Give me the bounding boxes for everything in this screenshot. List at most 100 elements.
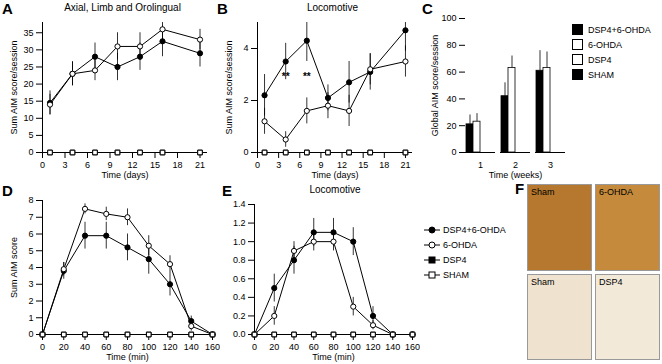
svg-text:5: 5	[28, 130, 33, 140]
html-text:Sham: Sham	[531, 276, 555, 287]
svg-text:6: 6	[28, 229, 33, 239]
html-text:DSP4: DSP4	[443, 254, 467, 265]
html-text:6-OHDA: 6-OHDA	[588, 39, 622, 50]
svg-text:15: 15	[358, 160, 368, 170]
svg-text:12: 12	[337, 160, 347, 170]
html-text:Axial, Limb and Orolingual: Axial, Limb and Orolingual	[64, 2, 181, 13]
svg-text:0.6: 0.6	[233, 274, 246, 284]
svg-text:1.4: 1.4	[233, 199, 246, 209]
svg-text:40: 40	[289, 342, 299, 352]
html-text:DSP4: DSP4	[599, 276, 623, 287]
svg-text:5: 5	[28, 246, 33, 256]
svg-text:8: 8	[28, 195, 33, 205]
svg-text:160: 160	[405, 342, 420, 352]
svg-text:80: 80	[446, 40, 456, 50]
svg-text:100: 100	[141, 342, 156, 352]
svg-text:120: 120	[365, 342, 380, 352]
html-text:DSP4+6-OHDA: DSP4+6-OHDA	[588, 24, 651, 35]
svg-text:0.2: 0.2	[233, 311, 246, 321]
svg-text:Time (min): Time (min)	[106, 352, 149, 362]
svg-text:120: 120	[162, 342, 177, 352]
svg-text:2: 2	[243, 95, 248, 105]
svg-text:0: 0	[255, 160, 260, 170]
svg-text:1.2: 1.2	[233, 218, 246, 228]
svg-text:Time (days): Time (days)	[101, 170, 148, 180]
svg-text:**: **	[282, 71, 290, 82]
svg-text:35: 35	[23, 28, 33, 38]
svg-text:1.0: 1.0	[233, 237, 246, 247]
svg-text:20: 20	[23, 79, 33, 89]
svg-text:40: 40	[80, 342, 90, 352]
svg-text:**: **	[303, 71, 311, 82]
svg-text:0: 0	[40, 160, 45, 170]
svg-text:20: 20	[446, 121, 456, 131]
svg-text:3: 3	[28, 279, 33, 289]
svg-text:Sum AIM score/session: Sum AIM score/session	[9, 40, 19, 134]
svg-text:60: 60	[101, 342, 111, 352]
svg-text:100: 100	[346, 342, 361, 352]
svg-text:Global AIM score/session: Global AIM score/session	[430, 35, 440, 137]
svg-text:60: 60	[309, 342, 319, 352]
svg-text:20: 20	[59, 342, 69, 352]
html-text:E: E	[222, 182, 232, 199]
svg-text:80: 80	[328, 342, 338, 352]
svg-text:Sum AIM score/session: Sum AIM score/session	[224, 40, 234, 134]
svg-text:160: 160	[205, 342, 220, 352]
svg-text:4: 4	[243, 43, 248, 53]
html-text:Locomotive: Locomotive	[306, 2, 359, 13]
svg-text:3: 3	[62, 160, 67, 170]
svg-text:3: 3	[276, 160, 281, 170]
svg-text:Time (min): Time (min)	[312, 352, 355, 362]
svg-text:2: 2	[513, 160, 518, 170]
svg-text:6: 6	[85, 160, 90, 170]
svg-text:4: 4	[28, 262, 33, 272]
html-text:DSP4: DSP4	[588, 54, 612, 65]
svg-text:10: 10	[23, 113, 33, 123]
svg-text:40: 40	[446, 94, 456, 104]
svg-text:60: 60	[446, 67, 456, 77]
svg-text:18: 18	[172, 160, 182, 170]
svg-text:0: 0	[252, 342, 257, 352]
svg-text:140: 140	[184, 342, 199, 352]
svg-text:2: 2	[28, 296, 33, 306]
svg-text:80: 80	[122, 342, 132, 352]
html-text:D: D	[2, 182, 13, 199]
svg-text:3: 3	[548, 160, 553, 170]
svg-text:20: 20	[269, 342, 279, 352]
svg-text:0.0: 0.0	[233, 329, 246, 339]
html-text:SHAM: SHAM	[443, 269, 469, 280]
svg-text:18: 18	[379, 160, 389, 170]
svg-text:30: 30	[23, 45, 33, 55]
svg-text:15: 15	[23, 96, 33, 106]
html-text:SHAM: SHAM	[588, 69, 614, 80]
svg-text:6: 6	[297, 160, 302, 170]
html-text:C: C	[422, 0, 433, 17]
svg-text:140: 140	[385, 342, 400, 352]
svg-text:Sum AIM score: Sum AIM score	[9, 237, 19, 298]
html-text:6-OHDA: 6-OHDA	[443, 239, 477, 250]
svg-text:25: 25	[23, 62, 33, 72]
svg-text:1: 1	[478, 160, 483, 170]
svg-text:100: 100	[441, 13, 456, 23]
svg-text:0: 0	[451, 147, 456, 157]
svg-text:0.4: 0.4	[233, 292, 246, 302]
svg-text:7: 7	[28, 212, 33, 222]
svg-text:Time (weeks): Time (weeks)	[489, 170, 543, 180]
svg-text:0.8: 0.8	[233, 255, 246, 265]
svg-text:0: 0	[40, 342, 45, 352]
html-text:Locomotive: Locomotive	[309, 184, 361, 195]
html-text:A: A	[2, 0, 13, 17]
svg-text:15: 15	[150, 160, 160, 170]
html-text:B: B	[217, 0, 228, 17]
svg-text:Time (days): Time (days)	[311, 170, 358, 180]
svg-text:21: 21	[195, 160, 205, 170]
svg-text:9: 9	[318, 160, 323, 170]
svg-text:9: 9	[107, 160, 112, 170]
svg-text:12: 12	[127, 160, 137, 170]
svg-text:21: 21	[400, 160, 410, 170]
svg-text:0: 0	[28, 329, 33, 339]
svg-text:0: 0	[243, 147, 248, 157]
html-text:DSP4+6-OHDA: DSP4+6-OHDA	[443, 224, 506, 235]
svg-text:0: 0	[28, 147, 33, 157]
svg-text:1: 1	[28, 313, 33, 323]
